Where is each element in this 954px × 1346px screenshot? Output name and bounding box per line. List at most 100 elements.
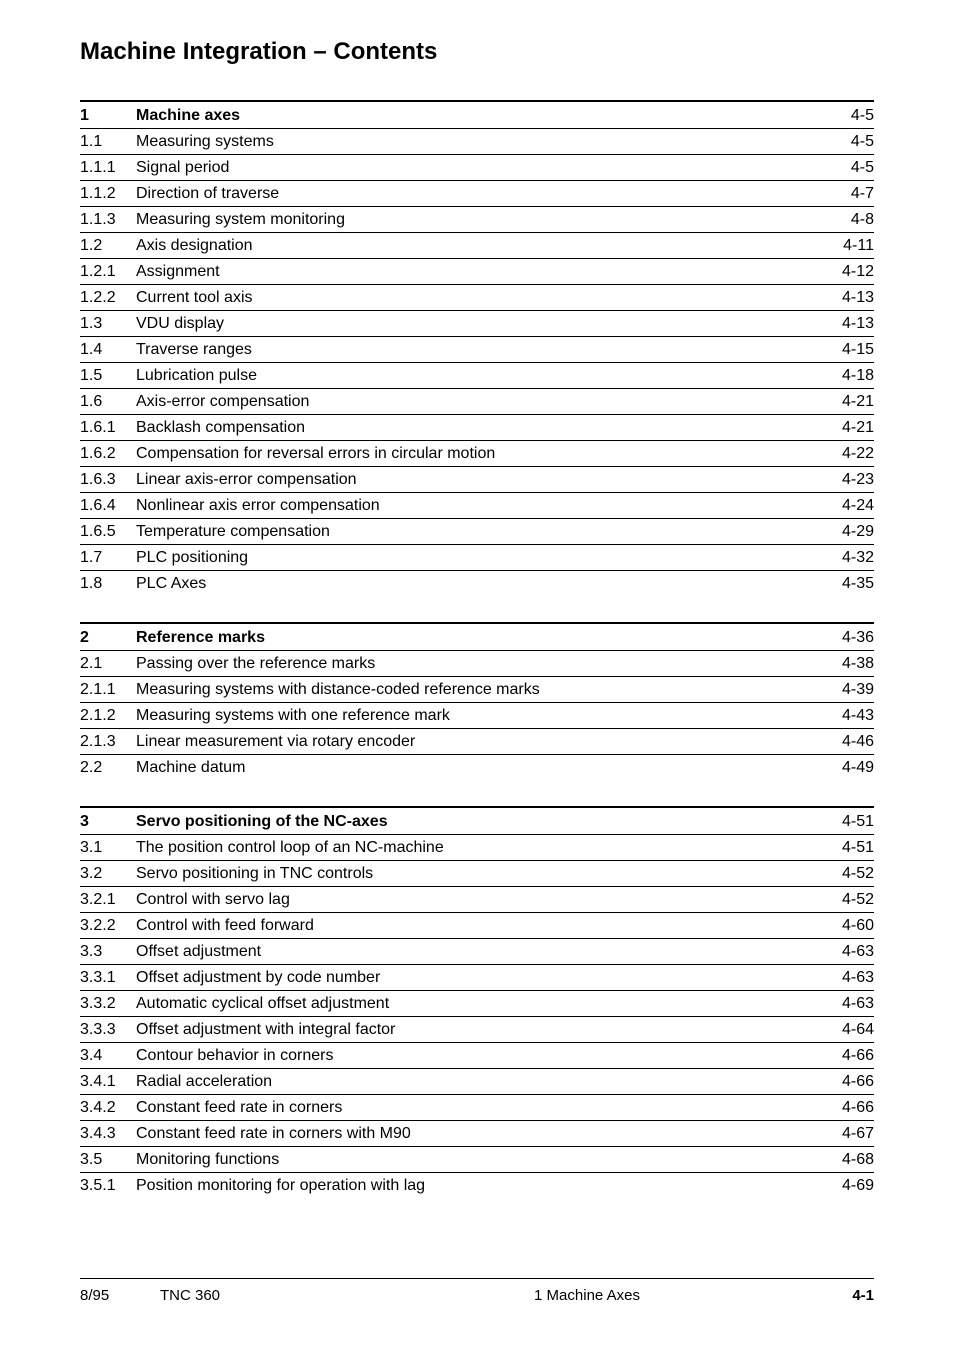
toc-row: 3.3.2Automatic cyclical offset adjustmen… <box>80 991 874 1017</box>
toc-row: 1.6Axis-error compensation4-21 <box>80 389 874 415</box>
toc-page: 4-66 <box>814 1073 874 1091</box>
toc-title: Direction of traverse <box>136 185 814 203</box>
toc-page: 4-21 <box>814 419 874 437</box>
toc-number: 1.3 <box>80 315 136 333</box>
toc-number: 3.3 <box>80 943 136 961</box>
toc-number: 3 <box>80 813 136 831</box>
toc-section: 2Reference marks4-362.1Passing over the … <box>80 622 874 780</box>
document-page: Machine Integration – Contents 1Machine … <box>0 0 954 1346</box>
toc-row: 1Machine axes4-5 <box>80 100 874 129</box>
toc-number: 1.6.2 <box>80 445 136 463</box>
toc-page: 4-24 <box>814 497 874 515</box>
toc-row: 2.1.2Measuring systems with one referenc… <box>80 703 874 729</box>
toc-page: 4-29 <box>814 523 874 541</box>
toc-row: 2.1.3Linear measurement via rotary encod… <box>80 729 874 755</box>
toc-number: 1.5 <box>80 367 136 385</box>
toc-number: 1.1 <box>80 133 136 151</box>
toc-row: 1.7PLC positioning4-32 <box>80 545 874 571</box>
toc-title: Lubrication pulse <box>136 367 814 385</box>
toc-page: 4-52 <box>814 891 874 909</box>
toc-title: Servo positioning in TNC controls <box>136 865 814 883</box>
toc-number: 1 <box>80 107 136 125</box>
toc-number: 1.6.5 <box>80 523 136 541</box>
page-footer: 8/95 TNC 360 1 Machine Axes 4-1 <box>80 1278 874 1304</box>
toc-number: 3.2 <box>80 865 136 883</box>
toc-title: Measuring systems <box>136 133 814 151</box>
toc-title: Axis designation <box>136 237 814 255</box>
toc-number: 1.2.1 <box>80 263 136 281</box>
toc-page: 4-11 <box>814 237 874 255</box>
toc-number: 1.6 <box>80 393 136 411</box>
toc-page: 4-5 <box>814 133 874 151</box>
toc-row: 1.6.2Compensation for reversal errors in… <box>80 441 874 467</box>
toc-title: Offset adjustment with integral factor <box>136 1021 814 1039</box>
toc-title: Current tool axis <box>136 289 814 307</box>
toc-number: 1.8 <box>80 575 136 593</box>
toc-row: 1.1.3Measuring system monitoring4-8 <box>80 207 874 233</box>
toc-title: Compensation for reversal errors in circ… <box>136 445 814 463</box>
toc-row: 3.5Monitoring functions4-68 <box>80 1147 874 1173</box>
toc-page: 4-15 <box>814 341 874 359</box>
toc-row: 2.1Passing over the reference marks4-38 <box>80 651 874 677</box>
toc-page: 4-52 <box>814 865 874 883</box>
toc-row: 3Servo positioning of the NC-axes4-51 <box>80 806 874 835</box>
toc-title: Reference marks <box>136 629 814 647</box>
toc-number: 3.4.1 <box>80 1073 136 1091</box>
toc-number: 2.2 <box>80 759 136 777</box>
toc-section: 3Servo positioning of the NC-axes4-513.1… <box>80 806 874 1198</box>
toc-number: 1.2 <box>80 237 136 255</box>
toc-title: Nonlinear axis error compensation <box>136 497 814 515</box>
toc-number: 2.1.2 <box>80 707 136 725</box>
toc-row: 2.1.1Measuring systems with distance-cod… <box>80 677 874 703</box>
toc-row: 1.2.2Current tool axis4-13 <box>80 285 874 311</box>
toc-row: 3.5.1Position monitoring for operation w… <box>80 1173 874 1198</box>
toc-number: 1.6.1 <box>80 419 136 437</box>
toc-number: 3.3.1 <box>80 969 136 987</box>
toc-number: 1.1.3 <box>80 211 136 229</box>
toc-number: 2.1.3 <box>80 733 136 751</box>
toc-number: 3.3.2 <box>80 995 136 1013</box>
toc-number: 3.2.1 <box>80 891 136 909</box>
footer-chapter: 1 Machine Axes <box>360 1287 814 1304</box>
toc-title: Measuring system monitoring <box>136 211 814 229</box>
toc-number: 1.6.4 <box>80 497 136 515</box>
footer-date: 8/95 <box>80 1287 160 1304</box>
toc-page: 4-66 <box>814 1099 874 1117</box>
toc-row: 1.6.4Nonlinear axis error compensation4-… <box>80 493 874 519</box>
toc-title: Offset adjustment <box>136 943 814 961</box>
toc-row: 1.1.1Signal period4-5 <box>80 155 874 181</box>
toc-page: 4-21 <box>814 393 874 411</box>
toc-page: 4-23 <box>814 471 874 489</box>
toc-page: 4-63 <box>814 969 874 987</box>
toc-number: 1.2.2 <box>80 289 136 307</box>
toc-section: 1Machine axes4-51.1Measuring systems4-51… <box>80 100 874 596</box>
toc-title: Servo positioning of the NC-axes <box>136 813 814 831</box>
toc-row: 1.1Measuring systems4-5 <box>80 129 874 155</box>
toc-row: 1.1.2Direction of traverse4-7 <box>80 181 874 207</box>
toc-title: VDU display <box>136 315 814 333</box>
toc-row: 1.6.1Backlash compensation4-21 <box>80 415 874 441</box>
toc-row: 3.4.1Radial acceleration4-66 <box>80 1069 874 1095</box>
toc-page: 4-35 <box>814 575 874 593</box>
toc-page: 4-39 <box>814 681 874 699</box>
toc-page: 4-7 <box>814 185 874 203</box>
toc-page: 4-13 <box>814 289 874 307</box>
footer-model: TNC 360 <box>160 1287 360 1304</box>
toc-page: 4-63 <box>814 943 874 961</box>
toc-number: 3.5 <box>80 1151 136 1169</box>
toc-page: 4-60 <box>814 917 874 935</box>
toc-row: 2.2Machine datum4-49 <box>80 755 874 780</box>
footer-pageno: 4-1 <box>814 1287 874 1304</box>
toc-title: Signal period <box>136 159 814 177</box>
toc-page: 4-66 <box>814 1047 874 1065</box>
toc-number: 3.5.1 <box>80 1177 136 1195</box>
toc-row: 2Reference marks4-36 <box>80 622 874 651</box>
toc-row: 3.3.3Offset adjustment with integral fac… <box>80 1017 874 1043</box>
toc-number: 3.3.3 <box>80 1021 136 1039</box>
toc-number: 3.4.2 <box>80 1099 136 1117</box>
toc-title: Monitoring functions <box>136 1151 814 1169</box>
toc-number: 1.6.3 <box>80 471 136 489</box>
toc-row: 3.1The position control loop of an NC-ma… <box>80 835 874 861</box>
toc-row: 3.4Contour behavior in corners4-66 <box>80 1043 874 1069</box>
toc-row: 3.2.1Control with servo lag4-52 <box>80 887 874 913</box>
